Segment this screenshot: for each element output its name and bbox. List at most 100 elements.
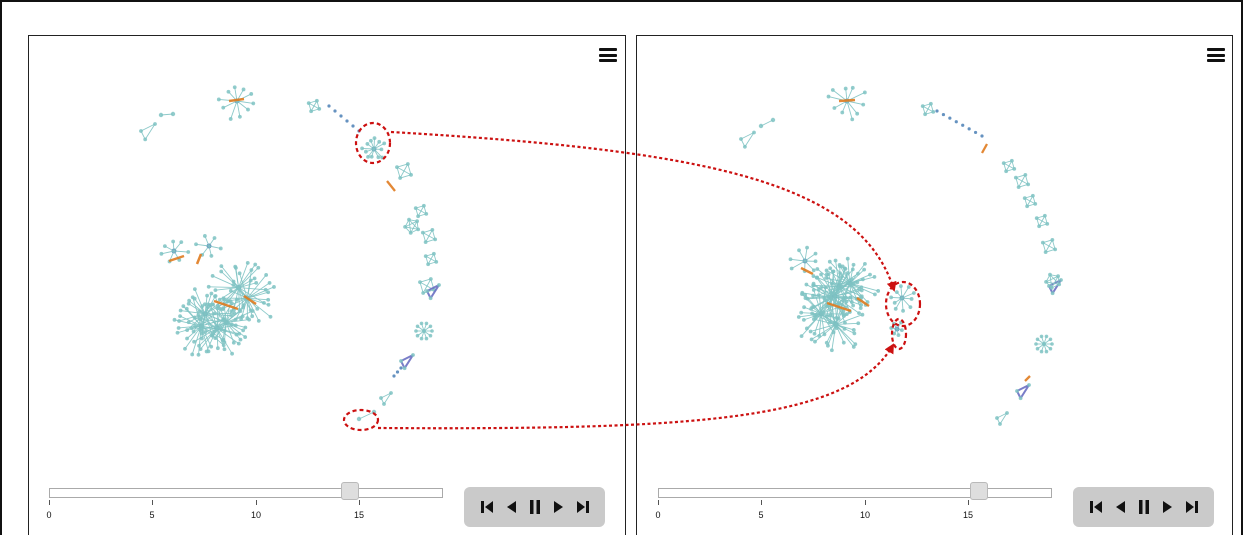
- graph-node: [327, 104, 331, 108]
- graph-node: [1022, 196, 1027, 201]
- graph-node: [833, 258, 838, 263]
- graph-node: [815, 267, 820, 271]
- graph-edge: [834, 289, 862, 297]
- graph-edge: [238, 287, 241, 310]
- graph-node: [357, 129, 361, 133]
- graph-node: [1012, 166, 1017, 171]
- graph-node: [215, 303, 220, 308]
- skip-to-end-icon[interactable]: [574, 499, 591, 515]
- graph-node: [973, 130, 978, 135]
- graph-node: [1049, 285, 1054, 290]
- graph-node: [231, 283, 236, 287]
- graph-edge: [220, 271, 239, 288]
- hamburger-menu-icon[interactable]: [1207, 48, 1225, 62]
- graph-node: [272, 285, 276, 289]
- graph-node: [187, 298, 192, 303]
- graph-edge: [161, 250, 175, 255]
- graph-node: [219, 269, 224, 274]
- graph-node: [845, 256, 850, 261]
- graph-node: [931, 109, 936, 114]
- graph-node: [799, 310, 804, 315]
- slider-thumb[interactable]: [970, 482, 989, 500]
- graph-node: [892, 300, 897, 305]
- graph-edge: [835, 314, 863, 325]
- graph-node: [431, 251, 436, 256]
- graph-node: [213, 288, 218, 293]
- graph-edge: [204, 293, 212, 315]
- graph-edge: [204, 304, 218, 329]
- skip-to-start-icon[interactable]: [478, 499, 495, 515]
- time-slider[interactable]: 0 5 10 15: [46, 482, 443, 526]
- graph-node: [229, 309, 234, 314]
- graph-node: [967, 127, 971, 131]
- graph-node: [872, 275, 877, 279]
- graph-edge: [201, 313, 206, 334]
- graph-node: [402, 366, 407, 371]
- graph-edge: [216, 310, 241, 329]
- graph-edge: [818, 289, 822, 314]
- graph-edge: [216, 305, 219, 329]
- graph-node: [842, 266, 847, 271]
- graph-node: [842, 326, 847, 331]
- graph-edge: [1049, 274, 1053, 288]
- graph-node: [408, 230, 413, 235]
- graph-node: [424, 321, 429, 326]
- graph-node: [407, 217, 411, 222]
- graph-edge: [246, 298, 253, 317]
- graph-edge: [206, 328, 218, 352]
- step-back-icon[interactable]: [502, 499, 519, 515]
- hamburger-menu-icon[interactable]: [599, 48, 617, 62]
- slider-track[interactable]: [658, 488, 1052, 498]
- graph-node: [425, 289, 429, 293]
- graph-node: [421, 291, 426, 295]
- graph-node: [1056, 274, 1060, 279]
- graph-edge: [810, 295, 836, 310]
- graph-edge: [178, 313, 206, 322]
- graph-node: [826, 272, 831, 277]
- graph-edge: [238, 287, 266, 291]
- graph-node: [194, 242, 198, 247]
- graph-edge: [835, 322, 859, 325]
- graph-node: [183, 346, 187, 351]
- graph-node: [351, 124, 355, 128]
- graph-edge: [835, 300, 844, 325]
- graph-node: [428, 296, 433, 301]
- graph-edge: [231, 297, 248, 312]
- skip-to-start-icon[interactable]: [1087, 499, 1104, 515]
- graph-node: [193, 324, 197, 328]
- graph-node: [859, 288, 864, 293]
- graph-node: [209, 254, 214, 258]
- graph-edge: [1026, 195, 1034, 207]
- graph-node: [421, 203, 426, 208]
- play-icon[interactable]: [1159, 499, 1176, 515]
- graph-edge: [814, 313, 822, 334]
- graph-node: [1044, 279, 1048, 284]
- slider-tick-label: 15: [353, 510, 365, 520]
- skip-to-end-icon[interactable]: [1183, 499, 1200, 515]
- graph-node: [192, 296, 197, 301]
- pause-icon[interactable]: [1135, 499, 1152, 515]
- graph-node: [178, 314, 182, 318]
- graph-node: [811, 274, 816, 278]
- graph-node: [428, 277, 433, 281]
- graph-node: [739, 137, 743, 141]
- slider-thumb[interactable]: [340, 482, 359, 500]
- play-icon[interactable]: [550, 499, 567, 515]
- graph-node: [372, 136, 377, 141]
- graph-edge: [924, 103, 932, 115]
- graph-edge: [236, 100, 241, 117]
- pause-icon[interactable]: [526, 499, 543, 515]
- graph-node: [191, 329, 196, 334]
- graph-node: [389, 391, 393, 395]
- graph-edge: [834, 295, 862, 306]
- step-back-icon[interactable]: [1111, 499, 1128, 515]
- network-graph[interactable]: [637, 36, 1232, 476]
- graph-node: [862, 267, 867, 272]
- graph-edge: [821, 313, 845, 330]
- network-graph[interactable]: [29, 36, 625, 476]
- graph-node: [398, 176, 403, 180]
- graph-node: [796, 315, 801, 319]
- slider-track[interactable]: [49, 488, 443, 498]
- graph-node: [317, 106, 322, 111]
- time-slider[interactable]: 0 5 10 15: [655, 482, 1052, 526]
